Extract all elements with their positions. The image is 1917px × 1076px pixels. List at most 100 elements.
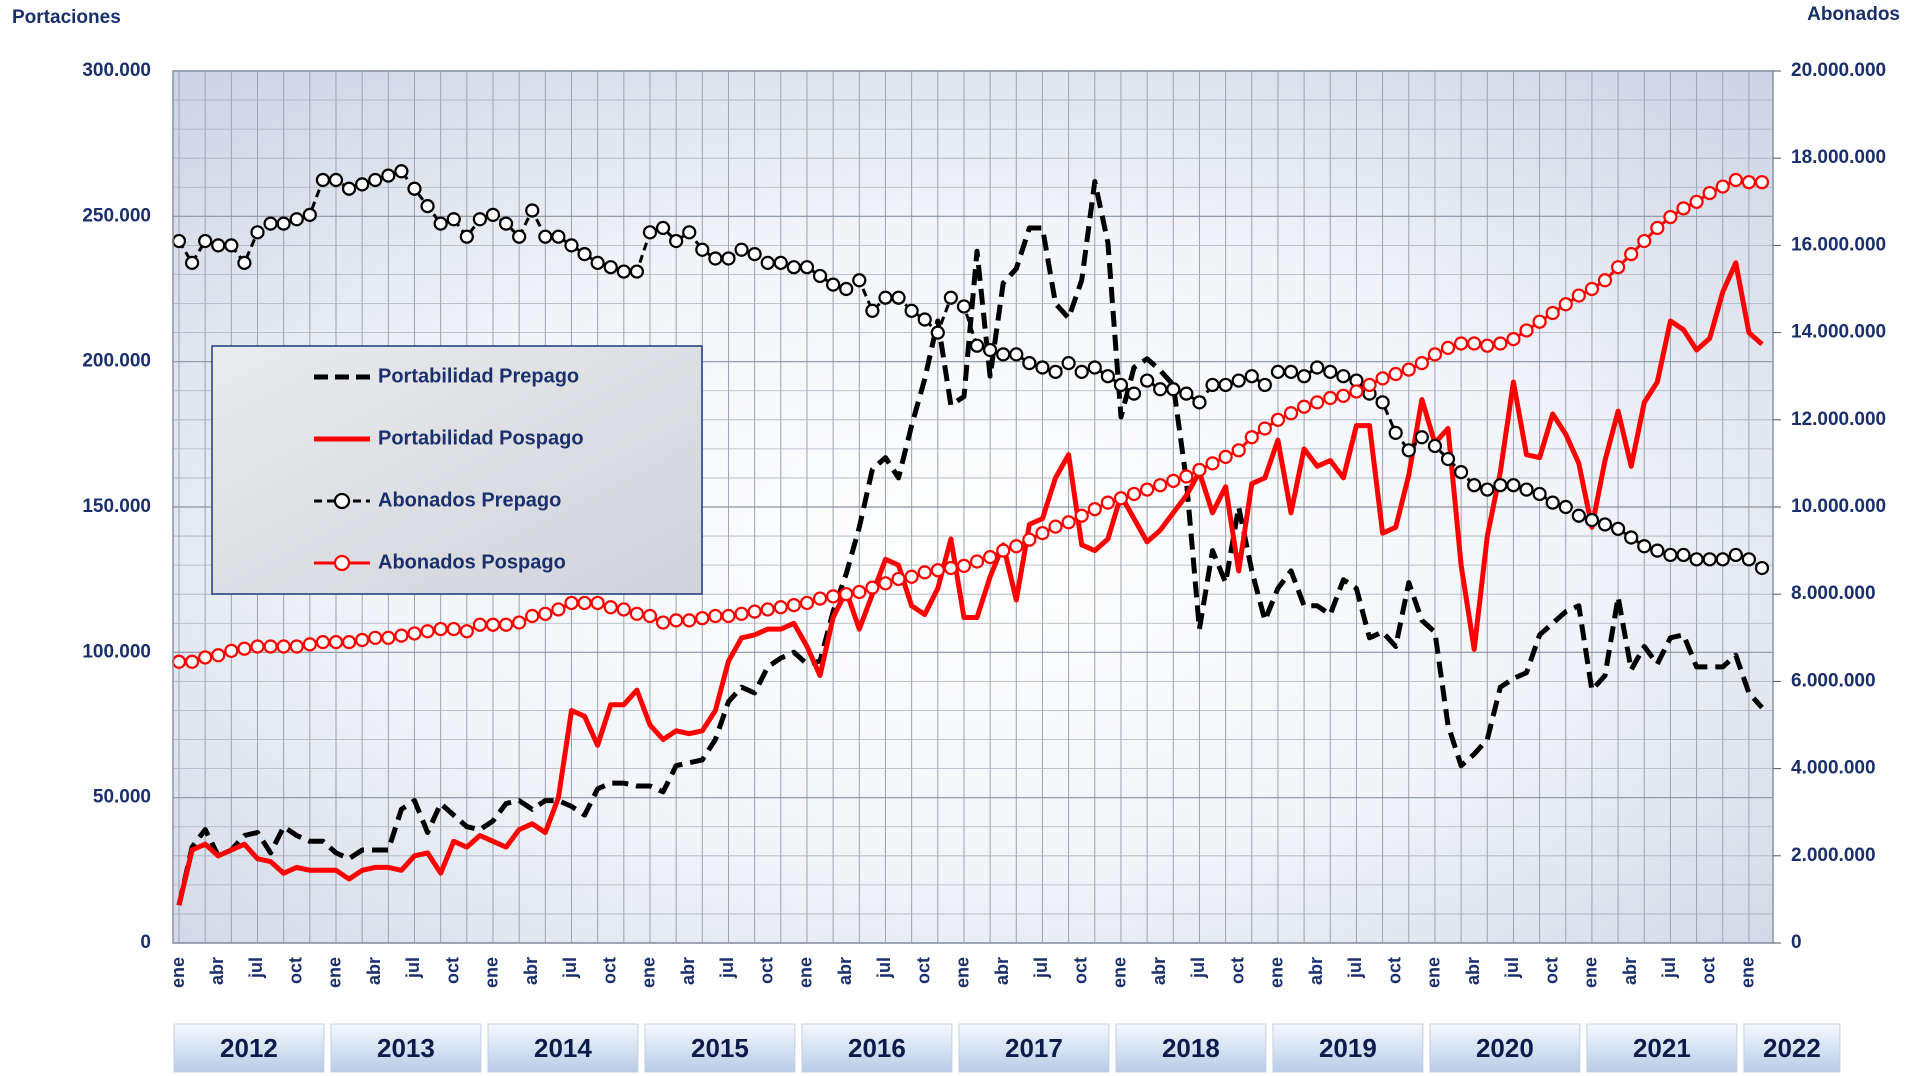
series-marker (1257, 377, 1272, 393)
series-marker (786, 260, 801, 275)
year-box (1115, 1023, 1267, 1073)
series-marker (1545, 305, 1560, 321)
series-marker (734, 606, 749, 621)
series-marker (525, 608, 540, 624)
series-marker (826, 277, 841, 292)
series-marker (826, 589, 841, 604)
series-marker (852, 584, 867, 600)
series-marker (1650, 220, 1665, 236)
series-marker (381, 168, 396, 183)
series-marker (1179, 469, 1194, 484)
legend-label: Portabilidad Pospago (378, 427, 584, 449)
series-marker (1506, 478, 1521, 493)
series-marker (1061, 515, 1076, 530)
series-marker (721, 608, 736, 624)
series-marker (891, 290, 906, 305)
series-marker (1192, 462, 1207, 478)
series-marker (760, 602, 775, 617)
series-marker (616, 264, 631, 279)
series-marker (315, 635, 331, 650)
series-marker (1205, 456, 1220, 471)
series-marker (1610, 521, 1626, 536)
series-marker (1597, 517, 1613, 532)
series-marker (1427, 438, 1443, 454)
series-marker (734, 242, 749, 257)
x-tick-label: abr (992, 957, 1012, 985)
series-marker (551, 229, 566, 244)
series-marker (512, 229, 527, 244)
series-marker (171, 654, 187, 669)
x-tick-label: oct (1541, 957, 1561, 984)
series-marker (1467, 478, 1482, 493)
series-marker (812, 591, 828, 606)
x-tick-label: ene (1267, 957, 1287, 988)
x-tick-label: jul (1502, 957, 1522, 979)
series-marker (1401, 362, 1416, 377)
y2-tick-label: 0 (1791, 932, 1802, 953)
series-marker (695, 242, 710, 257)
series-marker (1610, 260, 1626, 275)
x-tick-label: abr (207, 957, 227, 985)
series-marker (237, 255, 252, 270)
legend-marker (333, 554, 351, 572)
year-box (958, 1023, 1110, 1073)
series-marker (1009, 539, 1024, 554)
series-marker (237, 641, 252, 656)
series-marker (1715, 179, 1730, 194)
series-marker (564, 238, 579, 253)
series-marker (1702, 185, 1717, 201)
series-marker (1349, 384, 1364, 399)
series-marker (799, 260, 815, 275)
y-tick-label: 200.000 (82, 351, 151, 372)
series-marker (184, 255, 200, 270)
series-marker (1153, 478, 1168, 493)
series-marker (1205, 377, 1220, 393)
x-tick-label: ene (482, 957, 502, 988)
x-tick-label: jul (246, 957, 266, 979)
series-marker (1689, 194, 1704, 209)
y-tick-label: 50.000 (93, 787, 151, 808)
series-marker (1676, 547, 1691, 563)
series-marker (446, 212, 461, 227)
series-marker (446, 621, 461, 637)
series-marker (341, 635, 357, 650)
series-marker (250, 225, 265, 240)
x-tick-label: abr (678, 957, 698, 985)
series-marker (590, 595, 605, 611)
x-tick-label: oct (285, 957, 305, 984)
x-tick-label: jul (403, 957, 423, 979)
series-marker (969, 554, 985, 569)
series-marker (485, 207, 501, 222)
series-marker (1022, 532, 1037, 547)
series-marker (211, 648, 226, 663)
series-marker (1087, 502, 1102, 517)
series-marker (786, 597, 801, 613)
series-marker (198, 650, 213, 665)
x-tick-label: oct (913, 957, 933, 984)
series-marker (1414, 430, 1429, 445)
series-marker (1100, 495, 1115, 510)
series-marker (1375, 395, 1390, 410)
series-marker (839, 281, 854, 297)
series-marker (525, 203, 540, 218)
year-label: 2017 (1005, 1033, 1063, 1063)
series-marker (1323, 364, 1338, 379)
series-marker (956, 558, 972, 573)
series-marker (1637, 233, 1652, 249)
series-marker (407, 181, 422, 196)
series-marker (655, 220, 671, 236)
series-marker (852, 273, 867, 288)
x-tick-label: jul (874, 957, 894, 979)
series-marker (512, 615, 527, 630)
year-box (1272, 1023, 1424, 1073)
series-marker (1728, 547, 1743, 563)
series-marker (1244, 430, 1259, 445)
x-tick-label: ene (1581, 957, 1601, 988)
x-tick-label: ene (325, 957, 345, 988)
series-marker (1336, 369, 1351, 384)
series-marker (302, 207, 317, 222)
y2-tick-label: 18.000.000 (1791, 147, 1886, 168)
series-marker (355, 632, 370, 648)
series-marker (1440, 340, 1456, 355)
x-tick-label: oct (599, 957, 619, 984)
